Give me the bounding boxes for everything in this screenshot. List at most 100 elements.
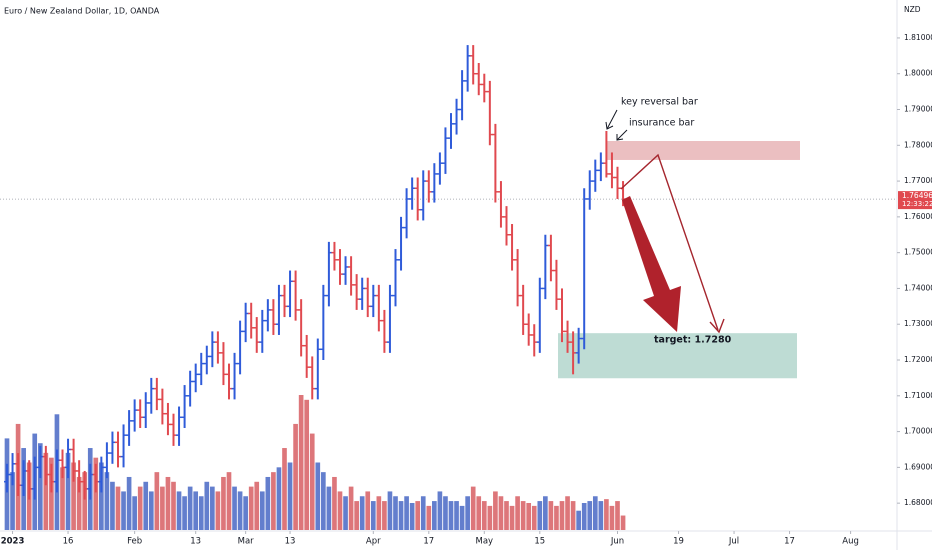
volume-bar bbox=[187, 486, 193, 530]
zone bbox=[558, 333, 797, 379]
y-tick-label: 1.68000 bbox=[904, 498, 932, 507]
y-tick-label: 1.77000 bbox=[904, 176, 932, 185]
volume-bar bbox=[115, 486, 121, 530]
volume-bar bbox=[193, 491, 199, 530]
volume-bar bbox=[137, 486, 143, 530]
volume-bar bbox=[321, 472, 326, 530]
volume-bar bbox=[165, 476, 171, 530]
volume-bar bbox=[37, 443, 43, 530]
last-price-label: 1.76496 bbox=[902, 191, 932, 200]
volume-bar bbox=[437, 491, 443, 530]
projection-arrow bbox=[622, 196, 681, 332]
volume-bar bbox=[415, 501, 421, 530]
y-tick-label: 1.76000 bbox=[904, 212, 932, 221]
volume-bar bbox=[470, 486, 476, 530]
volume-bar bbox=[493, 491, 498, 530]
volume-bar bbox=[221, 476, 226, 530]
y-tick-label: 1.73000 bbox=[904, 319, 932, 328]
volume-bar bbox=[526, 503, 532, 530]
volume-bar bbox=[393, 496, 398, 530]
volume-bar bbox=[232, 486, 237, 530]
y-tick-label: 1.80000 bbox=[904, 69, 932, 78]
pointer bbox=[606, 109, 618, 130]
volume-bar bbox=[154, 472, 160, 530]
volume-bar bbox=[93, 457, 99, 530]
volume-bar bbox=[515, 496, 520, 530]
volume-bar bbox=[215, 491, 221, 530]
volume-bar bbox=[620, 515, 626, 530]
volume-bar bbox=[71, 462, 76, 530]
volume-bar bbox=[315, 462, 321, 530]
x-tick-label: May bbox=[476, 537, 494, 547]
x-tick-label: Jul bbox=[728, 537, 739, 547]
volume-bar bbox=[43, 452, 49, 530]
volume-bar bbox=[343, 496, 348, 530]
volume-bar bbox=[265, 476, 271, 530]
annotation: target: 1.7280 bbox=[654, 335, 732, 346]
pointer-head bbox=[605, 121, 614, 130]
volume-bar bbox=[49, 457, 54, 530]
volume-bar bbox=[509, 505, 515, 530]
chart-title: Euro / New Zealand Dollar, 1D, OANDA bbox=[4, 7, 160, 16]
volume-bar bbox=[576, 510, 581, 530]
volume-bar bbox=[287, 462, 293, 530]
volume-bar bbox=[104, 472, 110, 530]
volume-bar bbox=[337, 491, 343, 530]
y-tick-label: 1.71000 bbox=[904, 391, 932, 400]
volume-bar bbox=[110, 481, 115, 530]
volume-bar bbox=[554, 505, 559, 530]
volume-bar bbox=[271, 472, 276, 530]
volume-bar bbox=[82, 472, 88, 530]
volume-bar bbox=[182, 496, 187, 530]
volume-bar bbox=[204, 481, 210, 530]
y-tick-label: 1.69000 bbox=[904, 462, 932, 471]
volume-bar bbox=[210, 486, 215, 530]
volume-bar bbox=[276, 467, 282, 530]
volume-bar bbox=[237, 491, 243, 530]
volume-bar bbox=[565, 496, 570, 530]
volume-bar bbox=[465, 496, 470, 530]
volume-bar bbox=[121, 491, 126, 530]
volume-bar bbox=[409, 503, 415, 530]
volume-bar bbox=[443, 496, 448, 530]
volume-bar bbox=[531, 505, 537, 530]
volume-bar bbox=[598, 501, 604, 530]
y-tick-label: 1.81000 bbox=[904, 33, 932, 42]
volume-bar bbox=[504, 501, 509, 530]
price-bars bbox=[3, 45, 627, 500]
volume-bar bbox=[459, 505, 465, 530]
volume-bar bbox=[387, 491, 393, 530]
y-tick-label: 1.72000 bbox=[904, 355, 932, 364]
volume-bar bbox=[143, 481, 149, 530]
volume-bar bbox=[198, 496, 204, 530]
volume-bar bbox=[282, 448, 287, 530]
x-tick-label: 15 bbox=[534, 537, 545, 547]
volume-bar bbox=[592, 496, 598, 530]
zones bbox=[558, 140, 800, 379]
volume-bar bbox=[432, 501, 437, 530]
y-tick-label: 1.74000 bbox=[904, 283, 932, 292]
volume-bar bbox=[420, 496, 426, 530]
volume-bar bbox=[298, 395, 304, 530]
volume-bar bbox=[126, 476, 132, 530]
path-arrowhead bbox=[709, 318, 725, 334]
volume-bar bbox=[326, 486, 332, 530]
countdown-label: 12:33:22 bbox=[902, 200, 932, 208]
zone bbox=[607, 140, 800, 160]
volume-bar bbox=[259, 491, 265, 530]
last-price-box bbox=[898, 191, 932, 210]
annotation: insurance bar bbox=[629, 118, 694, 129]
volume-bar bbox=[359, 496, 365, 530]
volume-bar bbox=[476, 496, 482, 530]
volume-bar bbox=[248, 486, 254, 530]
volume-bar bbox=[293, 423, 298, 530]
volume-bar bbox=[254, 481, 260, 530]
x-tick-label: Mar bbox=[238, 537, 255, 547]
x-tick-label: Feb bbox=[127, 537, 142, 547]
volume-bar bbox=[609, 505, 615, 530]
volume-bar bbox=[570, 501, 576, 530]
volume-bar bbox=[498, 496, 504, 530]
volume-bar bbox=[365, 491, 371, 530]
